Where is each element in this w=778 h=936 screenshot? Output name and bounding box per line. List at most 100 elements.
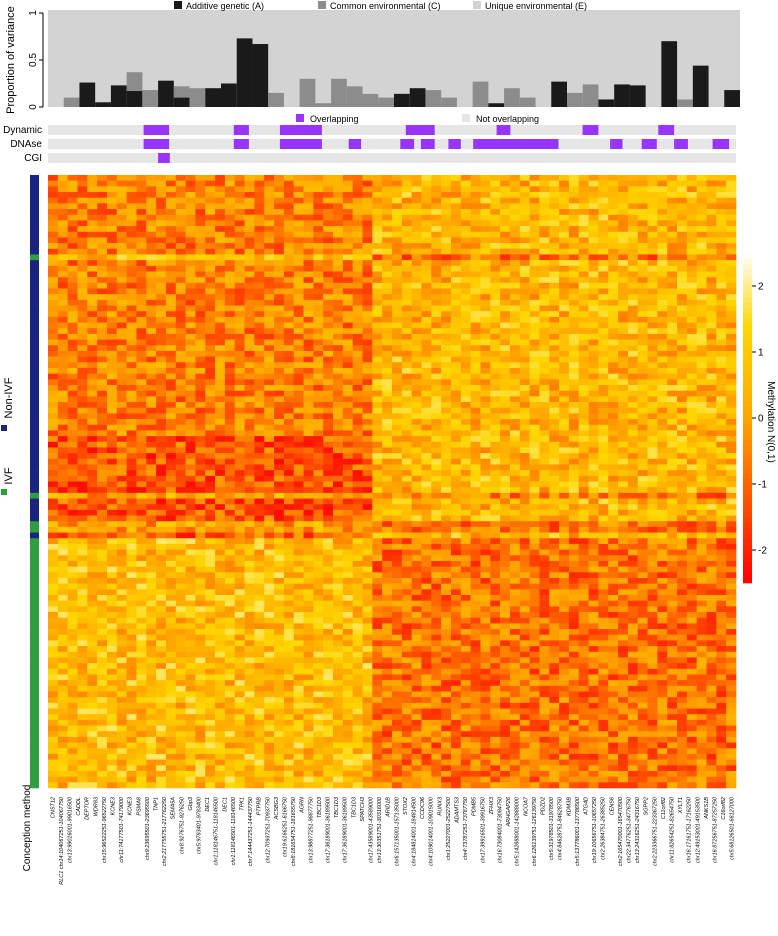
heatmap-cell-15-15 (195, 260, 205, 266)
heatmap-cell-5-67 (707, 203, 717, 209)
heatmap-cell-23-51 (549, 306, 559, 312)
heatmap-cell-27-41 (451, 328, 461, 334)
bar-common-25 (441, 98, 457, 107)
heatmap-cell-48-2 (68, 447, 78, 453)
heatmap-cell-32-16 (205, 357, 215, 363)
heatmap-cell-2-21 (254, 186, 264, 192)
group-cell-69 (30, 567, 39, 573)
heatmap-cell-52-44 (480, 470, 490, 476)
heatmap-cell-50-16 (205, 459, 215, 465)
heatmap-cell-25-27 (313, 317, 323, 323)
heatmap-cell-26-48 (520, 323, 530, 329)
heatmap-cell-7-61 (648, 215, 658, 221)
heatmap-cell-59-2 (68, 510, 78, 516)
heatmap-cell-66-52 (559, 550, 569, 556)
heatmap-cell-52-57 (608, 470, 618, 476)
heatmap-cell-1-40 (441, 181, 451, 187)
heatmap-cell-66-42 (461, 550, 471, 556)
heatmap-cell-6-38 (421, 209, 431, 215)
heatmap-cell-51-2 (68, 464, 78, 470)
heatmap-cell-40-39 (431, 402, 441, 408)
heatmap-cell-25-23 (274, 317, 284, 323)
group-cell-99 (30, 737, 39, 743)
heatmap-cell-52-64 (677, 470, 687, 476)
heatmap-cell-4-38 (421, 198, 431, 204)
heatmap-cell-0-28 (323, 175, 333, 181)
heatmap-cell-60-57 (608, 516, 618, 522)
heatmap-cell-15-35 (392, 260, 402, 266)
heatmap-cell-56-67 (707, 493, 717, 499)
heatmap-cell-35-50 (539, 374, 549, 380)
heatmap-cell-22-33 (372, 300, 382, 306)
heatmap-cell-35-55 (589, 374, 599, 380)
heatmap-cell-64-36 (402, 538, 412, 544)
heatmap-cell-13-51 (549, 249, 559, 255)
heatmap-cell-43-68 (716, 419, 726, 425)
heatmap-cell-38-17 (215, 391, 225, 397)
heatmap-cell-55-16 (205, 487, 215, 493)
heatmap-cell-43-11 (156, 419, 166, 425)
heatmap-cell-65-55 (589, 544, 599, 550)
heatmap-cell-42-43 (471, 413, 481, 419)
heatmap-cell-14-22 (264, 254, 274, 260)
heatmap-cell-24-46 (500, 311, 510, 317)
heatmap-cell-57-3 (77, 499, 87, 505)
heatmap-cell-22-48 (520, 300, 530, 306)
heatmap-cell-48-36 (402, 447, 412, 453)
heatmap-cell-35-12 (166, 374, 176, 380)
heatmap-cell-51-30 (343, 464, 353, 470)
group-cell-54 (30, 482, 39, 488)
heatmap-cell-11-16 (205, 237, 215, 243)
heatmap-cell-23-65 (687, 306, 697, 312)
heatmap-cell-2-63 (667, 186, 677, 192)
heatmap-cell-9-1 (58, 226, 68, 232)
heatmap-cell-62-45 (490, 527, 500, 533)
heatmap-cell-26-26 (304, 323, 314, 329)
heatmap-cell-18-42 (461, 277, 471, 283)
heatmap-cell-52-49 (530, 470, 540, 476)
heatmap-cell-9-7 (117, 226, 127, 232)
heatmap-cell-33-62 (657, 362, 667, 368)
heatmap-cell-54-5 (97, 482, 107, 488)
heatmap-cell-50-17 (215, 459, 225, 465)
heatmap-cell-27-42 (461, 328, 471, 334)
heatmap-cell-17-25 (294, 271, 304, 277)
heatmap-cell-3-47 (510, 192, 520, 198)
heatmap-cell-1-5 (97, 181, 107, 187)
heatmap-cell-10-33 (372, 232, 382, 238)
heatmap-cell-43-6 (107, 419, 117, 425)
heatmap-cell-66-34 (382, 550, 392, 556)
group-cell-34 (30, 368, 39, 374)
heatmap-cell-35-33 (372, 374, 382, 380)
heatmap-cell-23-18 (225, 306, 235, 312)
heatmap-cell-9-9 (136, 226, 146, 232)
heatmap-cell-48-61 (648, 447, 658, 453)
heatmap-cell-17-3 (77, 271, 87, 277)
heatmap-cell-32-0 (48, 357, 58, 363)
heatmap-cell-37-7 (117, 385, 127, 391)
heatmap-cell-61-24 (284, 521, 294, 527)
heatmap-cell-37-30 (343, 385, 353, 391)
heatmap-cell-66-23 (274, 550, 284, 556)
heatmap-cell-13-69 (726, 249, 736, 255)
heatmap-cell-17-63 (667, 271, 677, 277)
heatmap-cell-7-42 (461, 215, 471, 221)
heatmap-cell-68-15 (195, 561, 205, 567)
heatmap-cell-31-26 (304, 351, 314, 357)
heatmap-cell-45-29 (333, 430, 343, 436)
heatmap-cell-9-38 (421, 226, 431, 232)
heatmap-cell-31-50 (539, 351, 549, 357)
heatmap-cell-59-6 (107, 510, 117, 516)
heatmap-cell-47-44 (480, 442, 490, 448)
heatmap-cell-33-48 (520, 362, 530, 368)
heatmap-cell-63-23 (274, 533, 284, 539)
heatmap-cell-29-9 (136, 340, 146, 346)
heatmap-cell-0-55 (589, 175, 599, 181)
heatmap-cell-53-14 (186, 476, 196, 482)
heatmap-cell-35-35 (392, 374, 402, 380)
heatmap-cell-32-20 (245, 357, 255, 363)
heatmap-cell-23-28 (323, 306, 333, 312)
heatmap-cell-51-3 (77, 464, 87, 470)
heatmap-cell-41-49 (530, 408, 540, 414)
heatmap-cell-27-24 (284, 328, 294, 334)
